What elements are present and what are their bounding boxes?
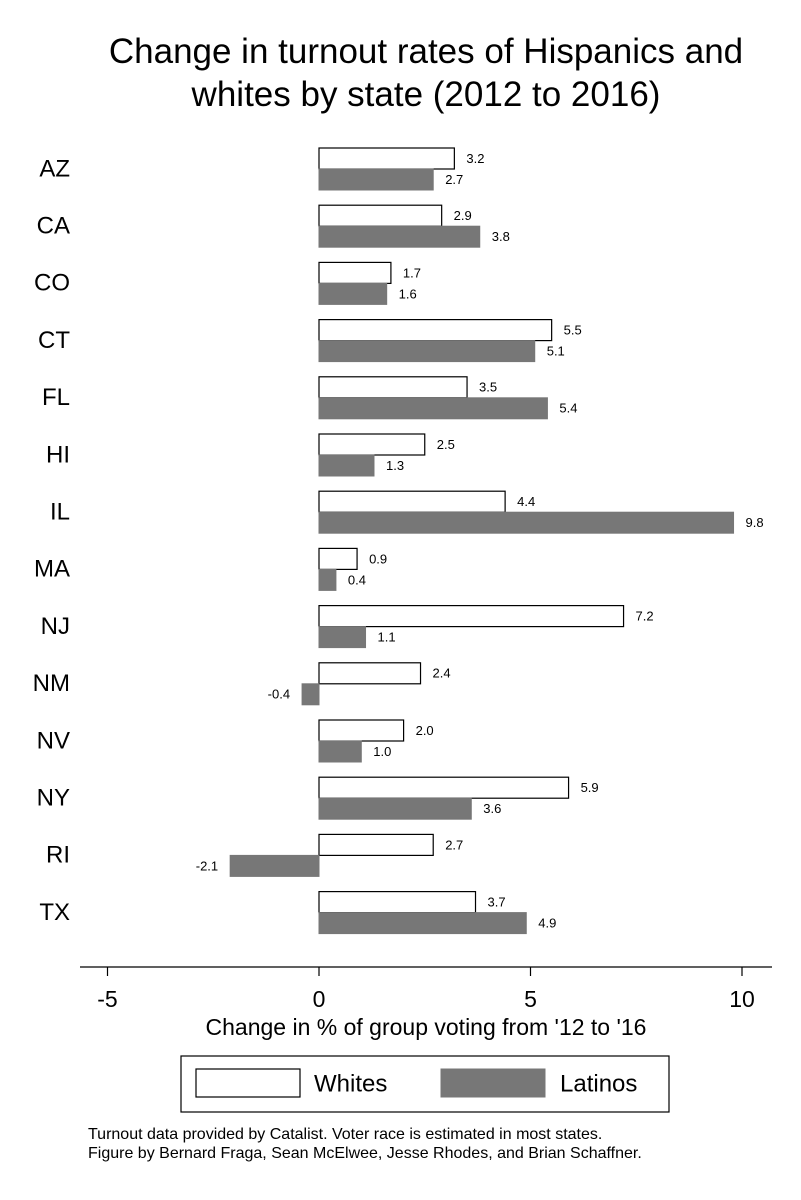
value-label-latinos-ri: -2.1 (196, 858, 218, 873)
x-tick-label: 0 (313, 986, 326, 1012)
value-label-latinos-tx: 4.9 (538, 916, 556, 931)
bar-whites-az (318, 147, 455, 170)
value-label-whites-ma: 0.9 (369, 551, 387, 566)
value-label-latinos-fl: 5.4 (559, 401, 577, 416)
bar-latinos-co (318, 282, 388, 305)
category-label-ny: NY (37, 785, 70, 812)
x-axis-label: Change in % of group voting from '12 to … (206, 1014, 647, 1040)
footnote-line-2: Figure by Bernard Fraga, Sean McElwee, J… (88, 1145, 642, 1162)
bar-latinos-ct (318, 340, 536, 363)
bar-whites-hi (318, 433, 426, 456)
bar-latinos-il (318, 511, 735, 534)
bar-latinos-fl (318, 397, 548, 420)
value-label-latinos-ct: 5.1 (547, 344, 565, 359)
turnout-bar-chart: Change in turnout rates of Hispanics and… (33, 32, 772, 1113)
legend-label-latinos: Latinos (560, 1070, 637, 1097)
x-tick-label: 10 (729, 986, 755, 1012)
category-label-co: CO (34, 270, 70, 297)
bar-whites-tx (318, 890, 477, 914)
value-label-latinos-hi: 1.3 (386, 458, 404, 473)
bar-latinos-nm (301, 683, 320, 706)
bar-latinos-ri (229, 854, 320, 877)
bar-whites-il (318, 490, 506, 513)
legend-swatch-latinos (440, 1068, 546, 1098)
bar-whites-nj (318, 604, 625, 628)
value-label-whites-ca: 2.9 (454, 208, 472, 223)
category-label-nj: NJ (41, 613, 70, 640)
category-label-hi: HI (46, 441, 70, 468)
value-label-whites-ri: 2.7 (445, 837, 463, 852)
category-label-nv: NV (37, 727, 70, 754)
category-label-ri: RI (46, 842, 70, 869)
bars-group: AZ 3.22.7CA 2.93.8CO 1.71.6CT 5.55.1FL 3.55.4… (33, 147, 764, 935)
footnote-line-1: Turnout data provided by Catalist. Voter… (88, 1126, 603, 1143)
value-label-latinos-nm: -0.4 (268, 687, 290, 702)
value-label-latinos-nv: 1.0 (373, 744, 391, 759)
bar-whites-ca (318, 204, 443, 227)
chart-title-line-1: Change in turnout rates of Hispanics and (109, 32, 743, 71)
value-label-whites-ny: 5.9 (581, 780, 599, 795)
value-label-whites-nm: 2.4 (433, 666, 451, 681)
bar-latinos-ny (318, 797, 472, 820)
value-label-latinos-nj: 1.1 (378, 630, 396, 645)
value-label-whites-fl: 3.5 (479, 380, 497, 395)
value-label-whites-nv: 2.0 (416, 723, 434, 738)
bar-whites-ri (318, 833, 434, 857)
value-label-whites-il: 4.4 (517, 494, 535, 509)
legend: Whites Latinos (180, 1055, 670, 1113)
x-tick-label: 5 (524, 986, 537, 1012)
value-label-latinos-ny: 3.6 (483, 801, 501, 816)
category-label-ma: MA (34, 556, 70, 583)
category-label-ca: CA (37, 213, 70, 240)
legend-label-whites: Whites (314, 1070, 387, 1097)
value-label-whites-ct: 5.5 (564, 323, 582, 338)
bar-whites-fl (318, 376, 468, 399)
bar-whites-co (318, 261, 392, 284)
value-label-whites-tx: 3.7 (488, 895, 506, 910)
value-label-whites-nj: 7.2 (636, 609, 654, 624)
bar-latinos-hi (318, 454, 375, 477)
bar-latinos-nj (318, 626, 367, 649)
bar-whites-ny (318, 776, 570, 799)
bar-latinos-az (318, 168, 434, 191)
category-label-il: IL (50, 499, 70, 526)
value-label-whites-az: 3.2 (466, 151, 484, 166)
bar-latinos-ca (318, 225, 481, 248)
bar-whites-ct (318, 319, 553, 342)
bar-whites-nm (318, 662, 422, 685)
category-label-fl: FL (42, 384, 70, 411)
category-label-az: AZ (39, 155, 70, 182)
value-label-latinos-ca: 3.8 (492, 229, 510, 244)
bar-whites-nv (318, 719, 405, 742)
value-label-whites-co: 1.7 (403, 265, 421, 280)
bar-whites-ma (318, 547, 358, 571)
value-label-latinos-az: 2.7 (445, 172, 463, 187)
category-label-ct: CT (38, 327, 70, 354)
x-axis: -5 0 5 10 (80, 966, 772, 1012)
footnote: Turnout data provided by Catalist. Voter… (88, 1125, 642, 1163)
value-label-latinos-ma: 0.4 (348, 572, 366, 587)
chart-title-line-2: whites by state (2012 to 2016) (191, 75, 661, 114)
value-label-whites-hi: 2.5 (437, 437, 455, 452)
bar-latinos-ma (318, 568, 337, 591)
legend-border (180, 1055, 670, 1113)
value-label-latinos-il: 9.8 (746, 515, 764, 530)
x-tick-label: -5 (97, 986, 117, 1012)
bar-latinos-tx (318, 912, 527, 935)
bar-latinos-nv (318, 740, 362, 763)
category-label-nm: NM (33, 670, 70, 697)
category-label-tx: TX (39, 899, 70, 926)
legend-swatch-whites (195, 1068, 301, 1098)
value-label-latinos-co: 1.6 (399, 286, 417, 301)
